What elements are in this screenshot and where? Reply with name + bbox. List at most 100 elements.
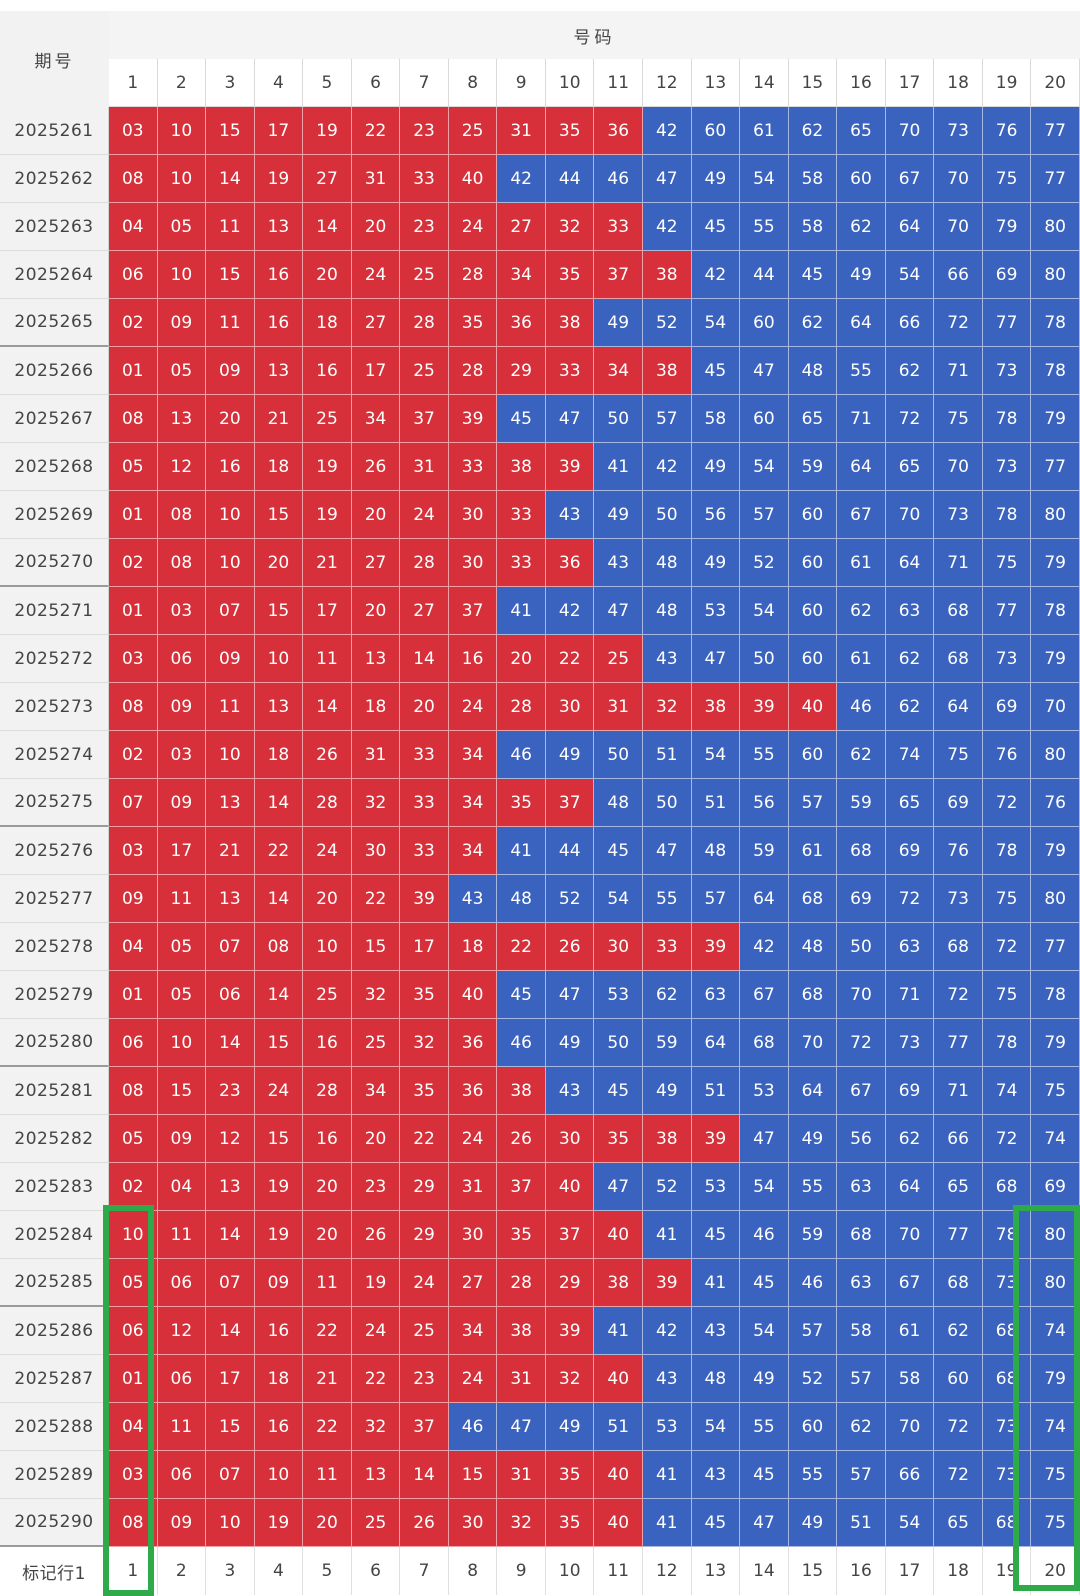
number-cell: 33 (448, 443, 498, 491)
number-cell: 41 (643, 1499, 692, 1547)
number-cell: 52 (643, 1163, 692, 1211)
number-cell: 69 (934, 779, 983, 827)
number-cell: 07 (109, 779, 158, 827)
number-cell: 49 (545, 1403, 595, 1451)
number-cell: 20 (254, 539, 304, 587)
column-header: 9 (497, 59, 546, 107)
number-cell: 09 (254, 1259, 304, 1307)
number-cell: 49 (837, 251, 886, 299)
number-cell: 40 (788, 683, 838, 731)
number-cell: 15 (254, 1115, 304, 1163)
number-cell: 63 (885, 587, 935, 635)
number-cell: 68 (982, 1355, 1032, 1403)
number-cell: 34 (448, 779, 498, 827)
number-cell: 25 (400, 1307, 449, 1355)
number-cell: 64 (837, 443, 886, 491)
issue-number: 2025273 (0, 683, 109, 731)
number-cell: 38 (497, 1067, 546, 1115)
number-cell: 14 (254, 779, 304, 827)
number-cell: 24 (448, 1115, 498, 1163)
number-cell: 57 (691, 875, 741, 923)
number-cell: 22 (497, 923, 546, 971)
number-cell: 47 (643, 827, 692, 875)
number-cell: 04 (109, 923, 158, 971)
number-cell: 46 (497, 1019, 546, 1067)
number-cell: 68 (740, 1019, 789, 1067)
number-cell: 61 (837, 539, 886, 587)
number-cell: 05 (109, 443, 158, 491)
number-cell: 68 (837, 1211, 886, 1259)
number-cell: 48 (497, 875, 546, 923)
marker-cell: 8 (448, 1547, 498, 1595)
lottery-table: 1 2 3 4 5 6 7 8 9 10 11 12 13 14 15 16 17 18 19 20 2025261 03… (0, 11, 1080, 1595)
number-cell: 35 (545, 251, 595, 299)
number-cell: 54 (885, 1499, 935, 1547)
number-cell: 15 (254, 1019, 304, 1067)
number-cell: 38 (497, 443, 546, 491)
number-cell: 69 (885, 827, 935, 875)
number-cell: 09 (157, 1115, 207, 1163)
table-row: 2025275 07 09 13 14 28 32 33 34 35 37 48 50 51 56 57 59 6… (0, 779, 1080, 827)
number-cell: 28 (448, 347, 498, 395)
number-cell: 27 (351, 539, 401, 587)
number-cell: 68 (934, 923, 983, 971)
number-cell: 79 (1031, 539, 1080, 587)
number-cell: 25 (351, 1019, 401, 1067)
number-cell: 71 (885, 971, 935, 1019)
number-cell: 14 (254, 971, 304, 1019)
number-cell: 10 (254, 635, 304, 683)
number-cell: 67 (885, 155, 935, 203)
number-cell: 20 (351, 203, 401, 251)
number-cell: 72 (934, 299, 983, 347)
number-cell: 53 (740, 1067, 789, 1115)
number-cell: 49 (788, 1499, 838, 1547)
number-cell: 09 (157, 683, 207, 731)
number-cell: 47 (740, 1499, 789, 1547)
number-cell: 49 (594, 299, 644, 347)
number-cell: 48 (594, 779, 644, 827)
number-cell: 15 (157, 1067, 207, 1115)
number-cell: 44 (545, 155, 595, 203)
number-cell: 60 (934, 1355, 983, 1403)
number-cell: 38 (691, 683, 741, 731)
number-cell: 62 (885, 1115, 935, 1163)
number-cell: 16 (303, 1019, 352, 1067)
number-cell: 37 (497, 1163, 546, 1211)
number-cell: 42 (691, 251, 741, 299)
number-cell: 60 (788, 539, 838, 587)
number-cell: 70 (837, 971, 886, 1019)
number-cell: 42 (497, 155, 546, 203)
issue-number: 2025290 (0, 1499, 109, 1547)
number-cell: 12 (157, 443, 207, 491)
number-cell: 39 (691, 923, 741, 971)
number-cell: 36 (545, 539, 595, 587)
number-cell: 25 (303, 971, 352, 1019)
marker-cell: 16 (837, 1547, 886, 1595)
table-row: 2025276 03 17 21 22 24 30 33 34 41 44 45 47 48 59 61 68 6… (0, 827, 1080, 875)
number-cell: 72 (982, 923, 1032, 971)
number-cell: 62 (885, 347, 935, 395)
number-cell: 08 (109, 683, 158, 731)
number-cell: 64 (885, 1163, 935, 1211)
table-row: 2025289 03 06 07 10 11 13 14 15 31 35 40 41 43 45 55 57 6… (0, 1451, 1080, 1499)
number-cell: 42 (545, 587, 595, 635)
number-cell: 48 (643, 539, 692, 587)
number-cell: 36 (448, 1019, 498, 1067)
number-cell: 46 (497, 731, 546, 779)
number-cell: 09 (206, 635, 255, 683)
number-cell: 62 (788, 299, 838, 347)
number-cell: 11 (303, 1451, 352, 1499)
number-cell: 75 (934, 731, 983, 779)
number-cell: 58 (788, 155, 838, 203)
number-cell: 79 (1031, 635, 1080, 683)
column-header: 11 (594, 59, 644, 107)
marker-cell: 19 (982, 1547, 1032, 1595)
number-cell: 62 (837, 203, 886, 251)
number-cell: 33 (400, 731, 449, 779)
number-cell: 47 (594, 587, 644, 635)
number-cell: 62 (837, 731, 886, 779)
number-cell: 13 (254, 347, 304, 395)
number-cell: 37 (545, 1211, 595, 1259)
number-cell: 06 (157, 635, 207, 683)
number-cell: 56 (837, 1115, 886, 1163)
